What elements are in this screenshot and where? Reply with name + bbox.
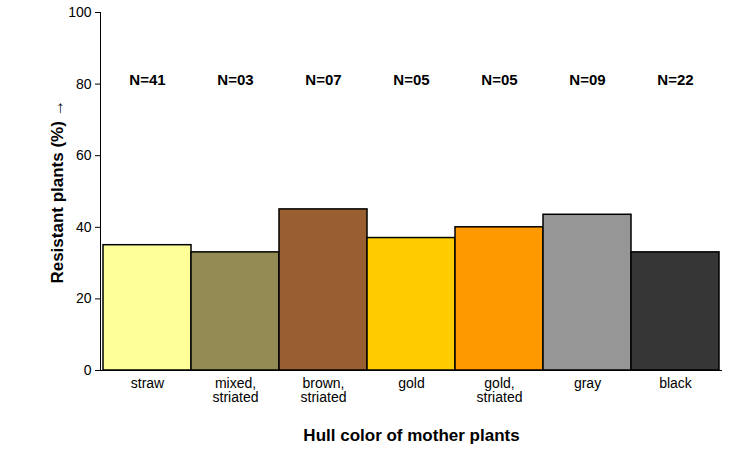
svg-text:N=05: N=05 bbox=[481, 71, 517, 88]
svg-text:brown,striated: brown,striated bbox=[301, 375, 347, 405]
svg-text:N=03: N=03 bbox=[217, 71, 253, 88]
svg-text:straw: straw bbox=[131, 375, 165, 391]
svg-text:N=22: N=22 bbox=[657, 71, 693, 88]
svg-text:gold,striated: gold,striated bbox=[477, 375, 523, 405]
svg-text:0: 0 bbox=[84, 362, 92, 378]
svg-text:Resistant plants (%) →: Resistant plants (%) → bbox=[48, 99, 67, 283]
svg-text:N=09: N=09 bbox=[569, 71, 605, 88]
svg-text:N=41: N=41 bbox=[129, 71, 165, 88]
svg-text:gray: gray bbox=[574, 375, 601, 391]
svg-text:20: 20 bbox=[76, 290, 92, 306]
svg-text:gold: gold bbox=[398, 375, 424, 391]
svg-text:60: 60 bbox=[76, 147, 92, 163]
svg-text:black: black bbox=[659, 375, 693, 391]
svg-text:Hull color of mother plants: Hull color of mother plants bbox=[303, 426, 519, 445]
svg-text:N=05: N=05 bbox=[393, 71, 429, 88]
svg-text:80: 80 bbox=[76, 76, 92, 92]
svg-text:100: 100 bbox=[68, 4, 92, 20]
svg-text:mixed,striated: mixed,striated bbox=[213, 375, 259, 405]
svg-text:N=07: N=07 bbox=[305, 71, 341, 88]
svg-text:40: 40 bbox=[76, 219, 92, 235]
